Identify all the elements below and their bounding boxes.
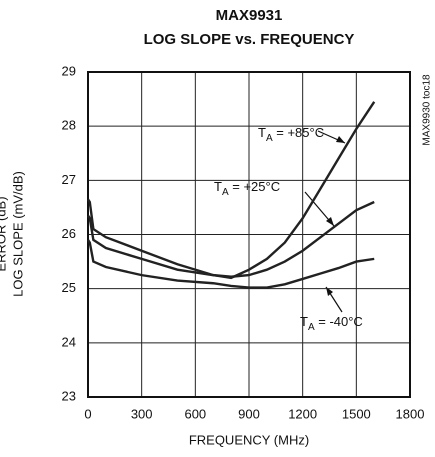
x-tick-label: 600 xyxy=(184,406,206,421)
arrow-head xyxy=(326,217,334,226)
x-tick-label: 900 xyxy=(238,406,260,421)
arrow-head xyxy=(336,136,345,143)
x-axis-label: FREQUENCY (MHz) xyxy=(189,432,309,447)
series-line xyxy=(86,101,376,280)
plot-frame xyxy=(87,71,411,398)
side-note: MAX9930 toc18 xyxy=(422,74,433,146)
x-tick-label: 1200 xyxy=(288,406,317,421)
series-label: TA = -40°C xyxy=(300,314,363,332)
y-tick-label: 29 xyxy=(62,63,76,78)
y-tick-label: 28 xyxy=(62,118,76,133)
series-label: TA = +25°C xyxy=(214,179,280,197)
y-tick-label: 26 xyxy=(62,226,76,241)
x-tick-label: 300 xyxy=(131,406,153,421)
y-tick-label: 23 xyxy=(62,388,76,403)
series-line xyxy=(86,200,375,278)
arrow-head xyxy=(326,287,333,296)
y-axis-label-secondary: ERROR (dB) xyxy=(0,196,8,271)
y-tick-label: 24 xyxy=(62,334,76,349)
chart-subtitle: LOG SLOPE vs. FREQUENCY xyxy=(144,31,355,48)
chart-title: MAX9931 xyxy=(216,7,283,24)
x-tick-label: 1800 xyxy=(396,406,425,421)
x-tick-label: 1500 xyxy=(342,406,371,421)
y-tick-label: 27 xyxy=(62,172,76,187)
series-label: TA = +85°C xyxy=(258,125,324,143)
series-line xyxy=(86,239,375,289)
x-tick-label: 0 xyxy=(84,406,91,421)
y-tick-label: 25 xyxy=(62,280,76,295)
y-axis-label: LOG SLOPE (mV/dB) xyxy=(10,171,25,297)
